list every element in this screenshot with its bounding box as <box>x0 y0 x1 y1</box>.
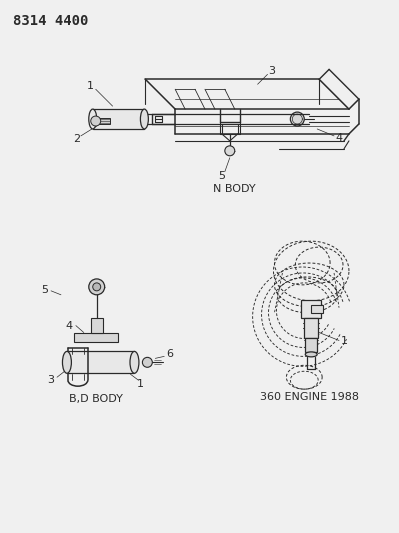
Bar <box>91 318 103 333</box>
Text: 4: 4 <box>65 320 73 330</box>
Ellipse shape <box>130 351 139 373</box>
Circle shape <box>225 146 235 156</box>
Bar <box>96 118 110 124</box>
Text: 3: 3 <box>47 375 55 385</box>
Circle shape <box>91 116 101 126</box>
Ellipse shape <box>305 352 317 357</box>
Text: N BODY: N BODY <box>213 183 256 193</box>
Ellipse shape <box>89 109 97 129</box>
Bar <box>304 318 318 337</box>
Text: 4: 4 <box>336 133 343 143</box>
Text: 5: 5 <box>41 285 49 295</box>
Text: 6: 6 <box>167 350 174 359</box>
Bar <box>301 300 321 318</box>
Text: 5: 5 <box>218 171 225 181</box>
Circle shape <box>93 283 101 291</box>
Bar <box>74 333 118 343</box>
Text: 1: 1 <box>87 81 94 91</box>
Circle shape <box>290 112 304 126</box>
Text: 1: 1 <box>137 379 144 389</box>
Ellipse shape <box>140 109 148 129</box>
Bar <box>311 305 323 313</box>
Text: 2: 2 <box>73 134 81 144</box>
Circle shape <box>89 279 105 295</box>
Text: B,D BODY: B,D BODY <box>69 394 122 404</box>
Bar <box>305 337 317 352</box>
Circle shape <box>142 357 152 367</box>
Ellipse shape <box>63 351 71 373</box>
Bar <box>67 351 134 373</box>
Bar <box>93 109 144 129</box>
Text: 3: 3 <box>268 67 275 76</box>
Text: 8314 4400: 8314 4400 <box>13 14 89 28</box>
Text: 360 ENGINE 1988: 360 ENGINE 1988 <box>260 392 359 402</box>
Text: 1: 1 <box>340 336 348 346</box>
